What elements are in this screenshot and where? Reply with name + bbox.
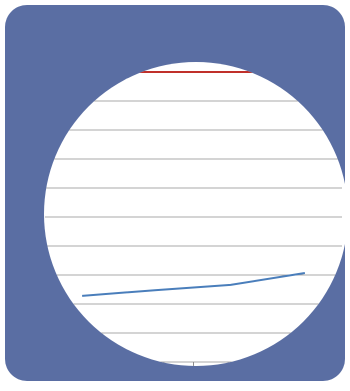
- series-line: [82, 271, 306, 297]
- lens: [44, 62, 348, 366]
